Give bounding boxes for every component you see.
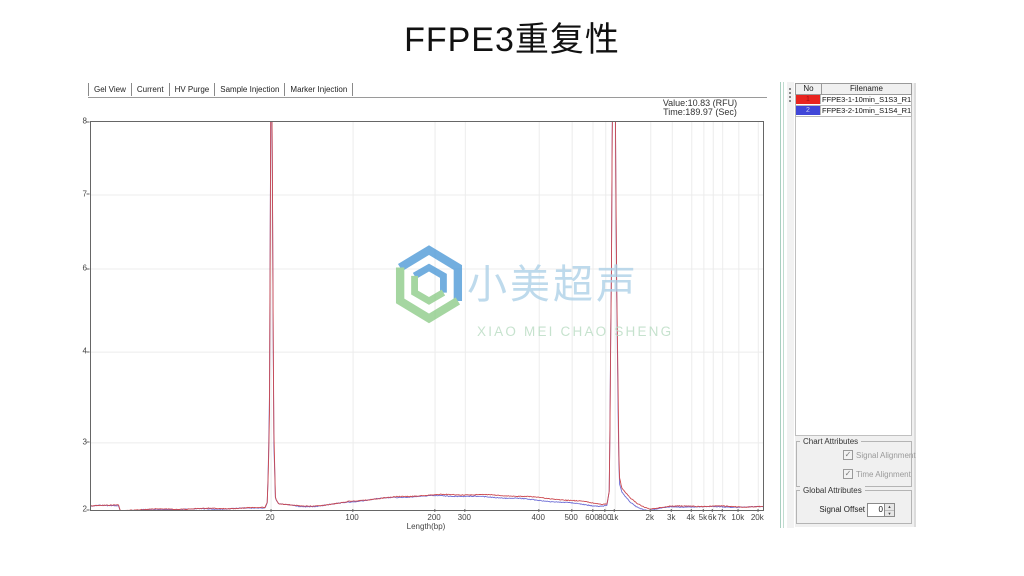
cursor-value: Value:10.83 (RFU): [662, 98, 738, 108]
tab-marker-injection[interactable]: Marker Injection: [284, 83, 354, 96]
signal-offset-value[interactable]: 0: [878, 505, 883, 514]
trace-FFPE3-1-10min_S1S3_R1: [91, 122, 763, 510]
tab-sample-injection[interactable]: Sample Injection: [214, 83, 284, 96]
spin-down-icon[interactable]: ▼: [885, 510, 894, 516]
splitter-handle[interactable]: [787, 82, 794, 528]
tab-hv-purge[interactable]: HV Purge: [168, 83, 215, 96]
file-row-2[interactable]: 2 FFPE3-2-10min_S1S4_R1: [795, 106, 912, 117]
column-header-filename[interactable]: Filename: [850, 84, 883, 93]
x-tick-20: 20: [265, 509, 275, 522]
tab-current[interactable]: Current: [130, 83, 169, 96]
x-tick-500: 500: [564, 509, 578, 522]
checkbox-row-signal-alignment: ✓ Signal Alignment: [843, 450, 916, 460]
filename-cell: FFPE3-1-10min_S1S3_R1: [822, 95, 911, 104]
x-tick-200: 200: [427, 509, 441, 522]
x-tick-5k: 5k: [698, 509, 708, 522]
y-tick-7: 7: [83, 189, 91, 198]
spinner-buttons: ▲ ▼: [884, 504, 894, 516]
file-row-1[interactable]: 1 FFPE3-1-10min_S1S3_R1: [795, 95, 912, 106]
x-tick-2k: 2k: [645, 509, 654, 522]
chart-attributes-label: Chart Attributes: [800, 437, 862, 446]
x-tick-300: 300: [457, 509, 471, 522]
y-tick-2: 2: [83, 505, 91, 514]
x-tick-1k: 1k: [609, 509, 619, 522]
file-list-empty-area[interactable]: [795, 117, 912, 436]
x-tick-100: 100: [345, 509, 359, 522]
global-attributes-label: Global Attributes: [800, 486, 865, 495]
tab-gel-view[interactable]: Gel View: [88, 83, 131, 96]
x-tick-600: 600: [585, 509, 599, 522]
file-table: No Filename 1 FFPE3-1-10min_S1S3_R1 2 FFPE3…: [795, 83, 912, 117]
x-tick-3k: 3k: [667, 509, 676, 522]
filename-cell: FFPE3-2-10min_S1S4_R1: [822, 106, 911, 115]
electropherogram-plot[interactable]: 小美超声 XIAO MEI CHAO SHENG: [90, 121, 764, 511]
tab-bar: Gel View Current HV Purge Sample Injection M…: [88, 83, 767, 98]
x-tick-20k: 20k: [750, 509, 764, 522]
x-tick-6k: 6k: [708, 509, 717, 522]
y-tick-6: 6: [83, 264, 91, 273]
x-tick-4k: 4k: [686, 509, 695, 522]
checkbox-label: Signal Alignment: [856, 450, 916, 460]
file-rows: 1 FFPE3-1-10min_S1S3_R1 2 FFPE3-2-10min_S1S…: [795, 95, 912, 117]
cursor-readout: Value:10.83 (RFU) Time:189.97 (Sec): [625, 99, 775, 117]
x-tick-400: 400: [531, 509, 545, 522]
page-title: FFPE3重复性: [404, 21, 620, 59]
splitter-dots: [789, 86, 792, 104]
cursor-time: Time:189.97 (Sec): [663, 107, 737, 117]
checkbox-icon[interactable]: ✓: [843, 450, 853, 460]
file-table-header: No Filename: [795, 83, 912, 95]
column-header-no[interactable]: No: [796, 84, 822, 94]
x-tick-800: 800: [598, 509, 612, 522]
y-tick-8: 8: [83, 117, 91, 126]
signal-offset-spinner[interactable]: 0 ▲ ▼: [867, 503, 895, 517]
signal-offset-row: Signal Offset 0 ▲ ▼: [797, 502, 911, 517]
x-tick-7k: 7k: [717, 509, 726, 522]
panel-accent-line: [780, 82, 781, 528]
trace-color-swatch: 2: [796, 106, 821, 115]
checkbox-icon[interactable]: ✓: [843, 469, 853, 479]
global-attributes-group: Global Attributes Signal Offset 0 ▲ ▼: [796, 486, 912, 524]
signal-offset-label: Signal Offset: [819, 505, 865, 514]
trace-FFPE3-2-10min_S1S4_R1: [91, 122, 763, 510]
x-tick-10k: 10k: [731, 509, 745, 522]
right-panel: No Filename 1 FFPE3-1-10min_S1S3_R1 2 FFPE3…: [795, 83, 916, 527]
chart-attributes-group: Chart Attributes ✓ Signal Alignment ✓ Time …: [796, 437, 916, 487]
y-tick-3: 3: [83, 437, 91, 446]
instrument-app-window: Gel View Current HV Purge Sample Injection M…: [83, 80, 918, 532]
x-axis-label: Length(bp): [406, 522, 446, 531]
panel-accent-line: [783, 82, 784, 528]
trace-color-swatch: 1: [796, 95, 821, 104]
checkbox-row-time-alignment: ✓ Time Alignment: [843, 469, 911, 479]
trace-canvas[interactable]: [91, 122, 763, 510]
checkbox-label: Time Alignment: [856, 469, 911, 479]
spin-up-icon[interactable]: ▲: [885, 504, 894, 511]
y-tick-4: 4: [83, 347, 91, 356]
